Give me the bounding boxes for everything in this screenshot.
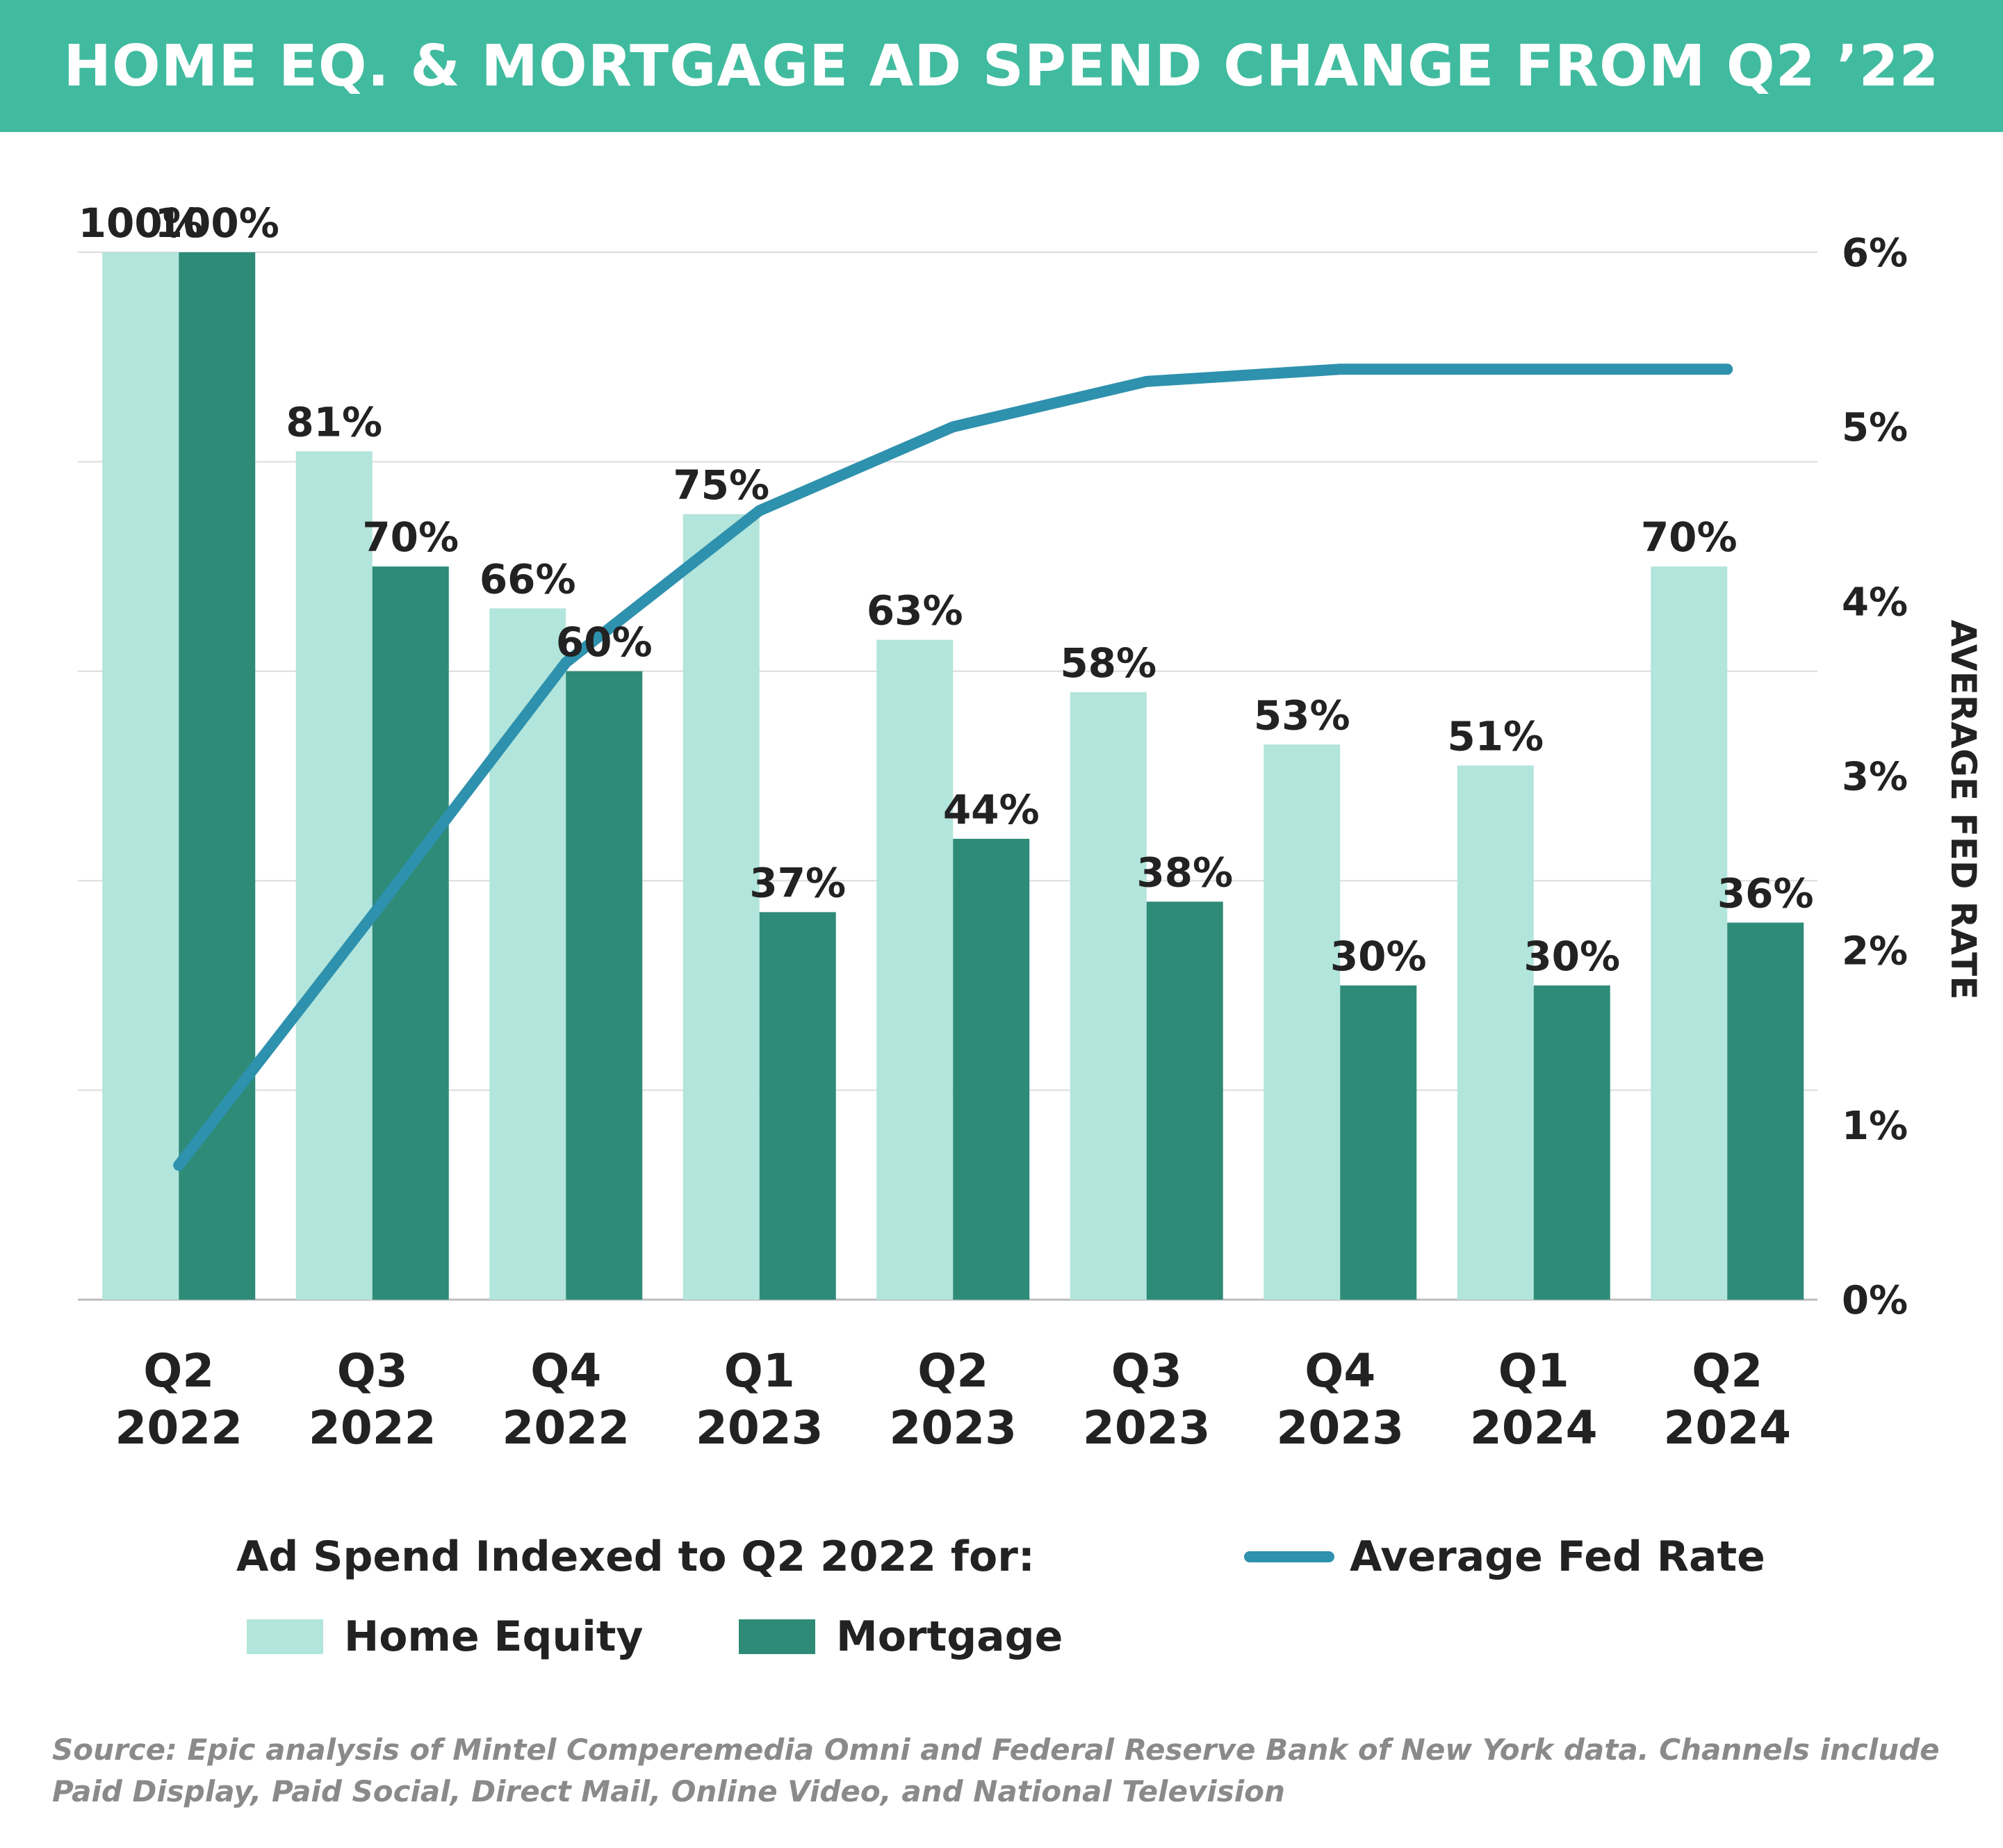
data-label-mortgage: 36%	[1717, 869, 1814, 917]
fed-rate-point	[758, 509, 760, 512]
chart-title: HOME EQ. & MORTGAGE AD SPEND CHANGE FROM…	[63, 33, 1940, 99]
bar-home-equity	[1264, 744, 1341, 1300]
right-axis-tick: 3%	[1842, 755, 1908, 800]
fed-rate-point	[565, 662, 567, 664]
x-tick-label: Q2 2022	[115, 1344, 243, 1455]
fed-rate-point	[178, 1164, 180, 1166]
x-tick-label: Q3 2023	[1083, 1344, 1211, 1455]
bar-home-equity	[102, 252, 179, 1300]
fed-rate-point	[1532, 368, 1535, 370]
data-label-home-equity: 81%	[286, 398, 382, 445]
x-tick-label: Q4 2023	[1276, 1344, 1404, 1455]
data-label-mortgage: 37%	[749, 859, 846, 906]
bar-mortgage	[1533, 985, 1610, 1300]
data-label-home-equity: 63%	[867, 587, 963, 635]
bar-mortgage	[953, 838, 1030, 1300]
data-label-home-equity: 75%	[673, 461, 769, 509]
right-axis-tick: 4%	[1842, 580, 1908, 625]
bars	[102, 252, 1804, 1300]
data-label-home-equity: 51%	[1447, 712, 1544, 760]
legend-mortgage-label: Mortgage	[836, 1612, 1063, 1661]
data-label-home-equity: 100%	[79, 199, 203, 247]
bar-mortgage	[759, 912, 836, 1300]
data-label-mortgage: 30%	[1330, 933, 1427, 980]
fed-rate-point	[952, 426, 954, 428]
bar-mortgage	[1727, 922, 1804, 1300]
right-axis-tick: 1%	[1842, 1104, 1908, 1149]
x-tick-label: Q1 2024	[1470, 1344, 1598, 1455]
source-note: Source: Epic analysis of Mintel Comperem…	[52, 1733, 1940, 1808]
data-label-home-equity: 58%	[1060, 639, 1156, 687]
bar-mortgage	[566, 671, 643, 1300]
title-banner: HOME EQ. & MORTGAGE AD SPEND CHANGE FROM…	[0, 0, 2003, 132]
right-axis-tick: 0%	[1842, 1278, 1908, 1323]
data-label-mortgage: 70%	[362, 514, 459, 561]
fed-rate-line-group	[173, 363, 1733, 1171]
legend-home-equity-label: Home Equity	[344, 1612, 644, 1661]
x-tick-label: Q4 2022	[502, 1344, 630, 1455]
bar-home-equity	[489, 608, 566, 1300]
bar-home-equity	[1651, 566, 1728, 1300]
fed-rate-point	[1726, 368, 1728, 370]
data-label-mortgage: 44%	[943, 786, 1040, 833]
data-label-home-equity: 53%	[1254, 692, 1350, 739]
right-axis-tick: 2%	[1842, 929, 1908, 974]
data-label-mortgage: 38%	[1136, 849, 1233, 896]
bar-mortgage	[1340, 985, 1417, 1300]
fed-rate-swatch	[1244, 1551, 1334, 1562]
bar-home-equity	[1457, 765, 1534, 1300]
bar-mortgage	[1146, 901, 1223, 1300]
bar-home-equity	[1070, 692, 1147, 1300]
right-axis-tick: 5%	[1842, 405, 1908, 450]
x-tick-label: Q3 2022	[309, 1344, 436, 1455]
data-label-home-equity: 66%	[480, 555, 576, 603]
right-axis-tick: 6%	[1842, 231, 1908, 276]
bar-mortgage	[179, 252, 256, 1300]
data-label-mortgage: 60%	[556, 619, 653, 666]
fed-rate-point	[1145, 380, 1147, 382]
fed-rate-point	[1339, 368, 1341, 370]
legend-home-equity: Home Equity	[247, 1612, 644, 1661]
home-equity-swatch	[247, 1619, 323, 1654]
bar-home-equity	[295, 451, 373, 1300]
data-label-mortgage: 30%	[1523, 933, 1620, 980]
x-tick-label: Q1 2023	[696, 1344, 824, 1455]
fed-rate-point	[371, 915, 373, 917]
data-label-home-equity: 70%	[1641, 514, 1738, 561]
x-tick-label: Q2 2024	[1663, 1344, 1791, 1455]
right-axis-ticks: 0% 1% 2% 3% 4% 5% 6%	[1842, 231, 1908, 1323]
legend-title: Ad Spend Indexed to Q2 2022 for:	[236, 1532, 1035, 1581]
data-label-mortgage: 100%	[155, 199, 279, 247]
bar-home-equity	[682, 514, 760, 1300]
data-labels: 100%100% 81% 70% 66% 60% 75% 37% 63% 44% 58% 38% 53…	[79, 199, 1814, 980]
bar-home-equity	[876, 639, 954, 1300]
right-axis-label: AVERAGE FED RATE	[1943, 620, 1984, 1000]
legend-mortgage: Mortgage	[739, 1612, 1063, 1661]
chart-area: 100%100% 81% 70% 66% 60% 75% 37% 63% 44% 58% 38% 53…	[78, 199, 1984, 1455]
bar-mortgage	[372, 566, 449, 1300]
legend-fed-rate: Average Fed Rate	[1244, 1532, 1765, 1581]
x-tick-label: Q2 2023	[889, 1344, 1017, 1455]
legend-fed-rate-label: Average Fed Rate	[1350, 1532, 1765, 1581]
x-axis-ticks: Q2 2022 Q3 2022 Q4 2022 Q1 2023 Q2 2023 Q3 2023 Q4 20…	[115, 1344, 1791, 1455]
mortgage-swatch	[739, 1619, 815, 1654]
